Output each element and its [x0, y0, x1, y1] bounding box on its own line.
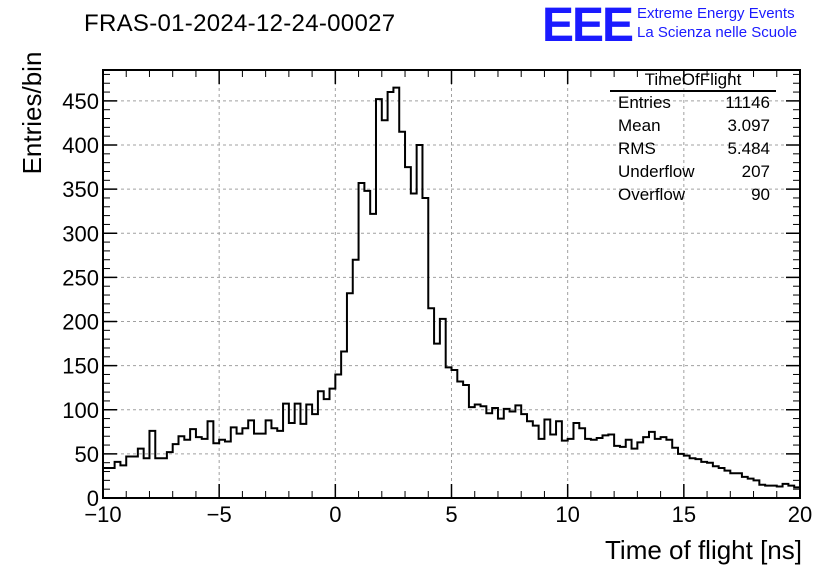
stats-key: Entries [618, 93, 671, 112]
y-tick-label: 150 [62, 354, 99, 379]
y-tick-label: 0 [87, 486, 99, 511]
stats-box-title: TimeOfFlight [644, 70, 742, 89]
y-tick-label: 300 [62, 221, 99, 246]
y-tick-label: 450 [62, 89, 99, 114]
stats-row-mean: Mean 3.097 [618, 116, 770, 138]
x-tick-label: 15 [672, 502, 696, 527]
stats-key: Mean [618, 116, 661, 135]
stats-value: 11146 [725, 93, 770, 112]
x-tick-label: 20 [788, 502, 812, 527]
y-tick-label: 50 [75, 442, 99, 467]
y-tick-label: 350 [62, 177, 99, 202]
stats-value: 207 [741, 162, 770, 181]
stats-row-entries: Entries 11146 [618, 93, 770, 115]
eee-logo: EEE [542, 0, 634, 52]
stats-row-underflow: Underflow 207 [618, 162, 770, 184]
grid-lines [103, 70, 800, 498]
stats-key: RMS [618, 139, 656, 158]
y-axis-label: Entries/bin [17, 51, 47, 175]
y-tick-label: 250 [62, 265, 99, 290]
stats-key: Underflow [618, 162, 695, 181]
stats-value: 5.484 [727, 139, 770, 158]
y-tick-label: 400 [62, 133, 99, 158]
y-tick-label: 200 [62, 310, 99, 335]
stats-key: Overflow [618, 185, 686, 204]
axis-ticks [102, 70, 801, 499]
x-tick-label: 5 [445, 502, 457, 527]
stats-row-rms: RMS 5.484 [618, 139, 770, 161]
logo-caption: Extreme Energy Events La Scienza nelle S… [637, 4, 797, 42]
chart-title: FRAS-01-2024-12-24-00027 [84, 10, 396, 37]
stats-box-rule [610, 90, 776, 92]
stats-value: 3.097 [727, 116, 770, 135]
x-tick-label: 10 [555, 502, 579, 527]
stats-row-overflow: Overflow 90 [618, 185, 770, 207]
x-tick-label: 0 [329, 502, 341, 527]
x-tick-label: −5 [207, 502, 232, 527]
histogram-series [103, 86, 800, 489]
stats-value: 90 [751, 185, 770, 204]
y-tick-label: 100 [62, 398, 99, 423]
x-tick-label: −10 [84, 502, 121, 527]
logo-caption-line1: Extreme Energy Events [637, 5, 795, 22]
x-axis-label: Time of flight [ns] [605, 535, 802, 565]
logo-caption-line2: La Scienza nelle Scuole [637, 24, 798, 41]
